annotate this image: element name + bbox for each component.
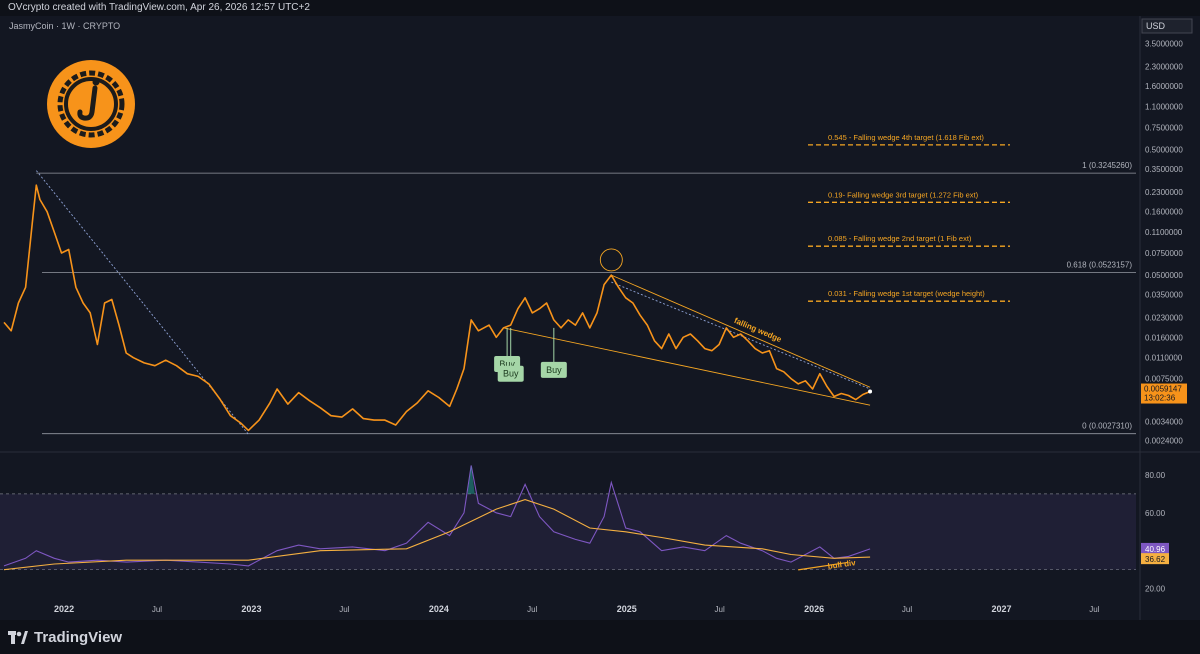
price-tick-label: 1.1000000 [1145,103,1183,112]
price-tick-label: 0.0110000 [1145,354,1183,363]
rsi-tick-label: 80.00 [1145,471,1166,480]
price-tick-label: 0.0075000 [1145,375,1183,384]
price-tick-label: 0.0160000 [1145,333,1183,342]
price-tick-label: 0.0230000 [1145,313,1183,322]
time-tick-label: Jul [902,605,912,614]
tradingview-brand-text: TradingView [34,629,123,646]
rsi-ma-value-label: 36.62 [1145,555,1166,564]
rsi-overbought-fill [467,465,475,494]
time-tick-label: Jul [527,605,537,614]
bull-div-line [798,561,849,571]
rsi-ma-line[interactable] [3,499,871,571]
rsi-tick-label: 60.00 [1145,509,1166,518]
last-price-badge [1141,383,1187,404]
time-tick-label: Jul [1089,605,1099,614]
time-tick-label: 2022 [54,604,74,614]
price-axis[interactable]: USD 3.5000000 2.3000000 1.6000000 1.1000000 0… [1141,18,1193,594]
last-price-point [868,389,873,394]
fib-level-label: 0.618 (0.0523157) [1067,261,1133,270]
price-tick-label: 0.1600000 [1145,208,1183,217]
bull-div-annotation: bull div [827,558,857,571]
price-tick-label: 0.0034000 [1145,418,1183,427]
chart-area[interactable]: 1 (0.3245260) 0.618 (0.0523157) 0 (0.00273… [0,16,1200,620]
price-tick-label: 0.0024000 [1145,437,1183,446]
price-tick-label: 0.1100000 [1145,228,1183,237]
buy-signal-box [540,361,567,378]
rsi-pane[interactable]: bull div [0,465,1136,571]
rsi-value-badge [1141,542,1169,554]
buy-signal[interactable]: Buy [497,327,524,382]
footer-bar: TradingView [0,620,1200,654]
last-price-label: 0.0059147 [1144,385,1182,394]
time-tick-label: 2026 [804,604,824,614]
tradingview-logo[interactable]: TradingView [8,629,122,646]
rsi-band [0,493,1136,570]
rsi-value-label: 40.96 [1145,545,1166,554]
tradingview-logo-icon [8,631,28,644]
buy-signal-box [497,365,524,382]
price-series-line[interactable] [3,184,871,432]
countdown-label: 13:02:36 [1144,394,1176,403]
wedge-target-label: 0.031 - Falling wedge 1st target (wedge … [828,289,985,298]
falling-wedge-annotation: falling wedge [733,316,784,344]
time-tick-label: Jul [152,605,162,614]
buy-signal[interactable]: Buy [540,327,567,378]
fib-level-label: 0 (0.0027310) [1082,422,1132,431]
time-tick-label: Jul [339,605,349,614]
price-tick-label: 0.0500000 [1145,271,1183,280]
chart-attribution: OVcrypto created with TradingView.com, A… [0,0,1200,16]
peak-highlight-circle [599,248,623,272]
price-tick-label: 0.3500000 [1145,165,1183,174]
rsi-line[interactable] [3,465,871,567]
rsi-ma-value-badge [1141,553,1169,565]
wedge-target-label: 0.085 - Falling wedge 2nd target (1 Fib … [828,234,972,243]
time-axis[interactable]: 2022 Jul 2023 Jul 2024 Jul 2025 Jul 2026 Jul 2027 J… [54,16,1141,620]
jasmycoin-logo [47,60,135,148]
symbol-label: JasmyCoin · 1W · CRYPTO [9,21,120,31]
price-tick-label: 0.5000000 [1145,146,1183,155]
price-tick-label: 0.7500000 [1145,123,1183,132]
trendline-wedge-upper-dotted [611,281,871,390]
wedge-target-label: 0.19- Falling wedge 3rd target (1.272 Fi… [828,190,979,199]
rsi-tick-label: 20.00 [1145,585,1166,594]
currency-label: USD [1146,21,1166,31]
time-tick-label: Jul [715,605,725,614]
buy-signal-label: Buy [546,365,562,375]
price-tick-label: 1.6000000 [1145,82,1183,91]
price-axis-background [1140,16,1200,620]
price-tick-label: 3.5000000 [1145,39,1183,48]
time-tick-label: 2023 [241,604,261,614]
time-tick-label: 2024 [429,604,449,614]
currency-box[interactable]: USD [1141,18,1193,34]
buy-signal-label: Buy [503,369,519,379]
price-tick-label: 2.3000000 [1145,62,1183,71]
buy-signal-label: Buy [499,359,515,369]
fib-level-label: 1 (0.3245260) [1082,161,1132,170]
wedge-target-label: 0.545 - Falling wedge 4th target (1.618 … [828,133,984,142]
price-pane[interactable]: 1 (0.3245260) 0.618 (0.0523157) 0 (0.00273… [0,133,1200,453]
price-tick-label: 0.0750000 [1145,249,1183,258]
trendline-wedge-upper [611,274,871,388]
price-tick-label: 0.2300000 [1145,188,1183,197]
price-tick-label: 0.0350000 [1145,291,1183,300]
time-tick-label: 2027 [991,604,1011,614]
trendline-wedge-lower [503,327,871,406]
currency-box-frame [1141,18,1193,34]
time-tick-label: 2025 [617,604,637,614]
